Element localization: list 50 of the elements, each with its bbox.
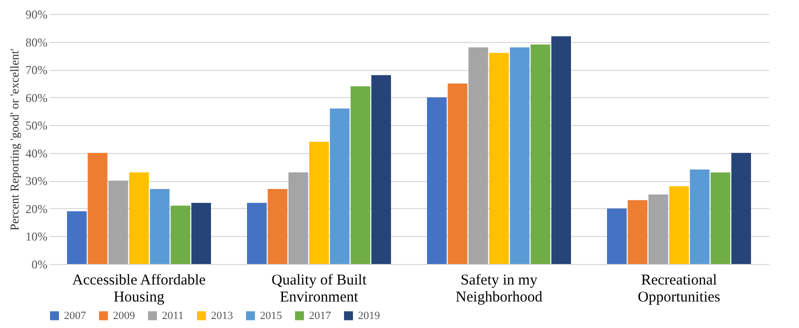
legend-label: 2009 [113,310,136,322]
bar [628,200,648,264]
bar [371,75,391,264]
y-tick-label: 80% [26,35,48,50]
bar [88,152,108,264]
bar [309,142,329,264]
x-tick-label: Safety in my Neighborhood [456,272,543,306]
y-axis-title: Percent Reporting 'good' or 'excellent' [8,48,22,230]
bar [247,202,267,264]
bar [108,180,128,264]
bar [448,83,468,264]
x-tick-label: Quality of Built Environment [272,272,368,306]
bar [350,86,370,264]
bar [551,36,571,264]
legend-label: 2017 [309,310,332,322]
y-tick-label: 40% [26,146,48,160]
bar [427,97,447,264]
y-tick-label: 30% [26,174,48,188]
y-tick-label: 60% [26,90,48,105]
y-tick-label: 10% [26,230,48,244]
legend-label: 2015 [260,310,282,322]
bar [690,170,710,264]
bar [530,44,550,264]
x-tick-label: Recreational Opportunities [638,272,720,306]
legend-label: 2011 [162,310,184,322]
y-tick-label: 90% [26,8,48,22]
bar [330,108,350,264]
legend-label: 2019 [358,310,380,322]
y-tick-label: 70% [26,63,48,78]
bar [129,172,149,264]
legend-label: 2007 [64,310,86,322]
bar [288,172,308,264]
bar [268,189,288,264]
y-tick-label: 20% [26,202,48,216]
bar [607,208,627,264]
bar [510,47,530,264]
bar [468,47,488,264]
bar [731,152,751,264]
legend-label: 2013 [211,310,234,322]
bar [669,186,689,264]
x-tick-label: Accessible Affordable Housing [72,272,206,306]
y-tick-label: 0% [32,258,48,272]
bar [191,202,211,264]
bar [170,206,190,264]
bar [489,52,509,264]
bar [150,189,170,264]
bar [648,194,668,264]
y-tick-label: 50% [26,118,48,133]
bar [710,172,730,264]
bar [67,211,87,264]
